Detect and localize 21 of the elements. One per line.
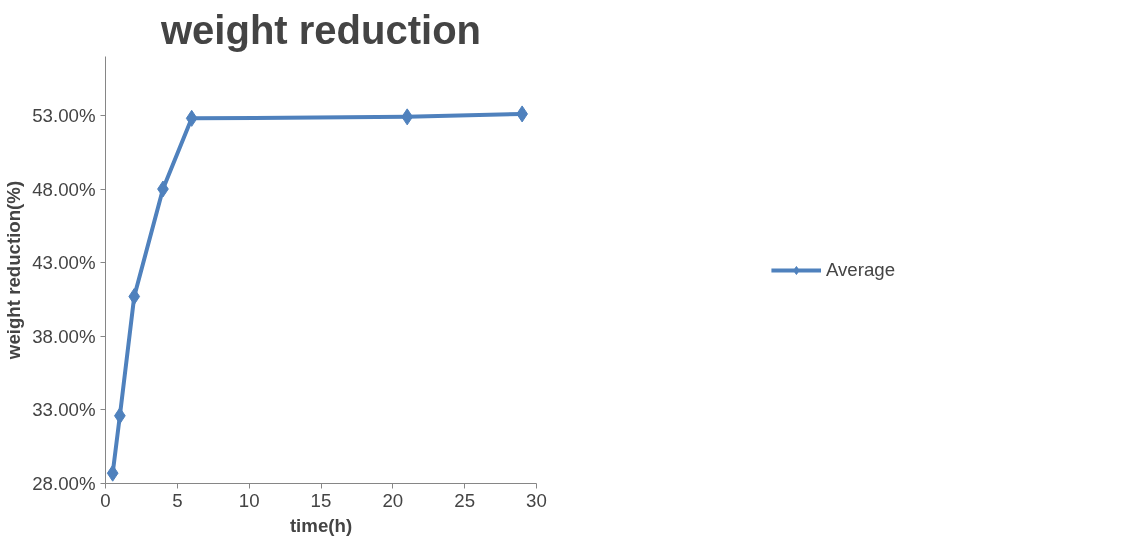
x-axis-title: time(h): [289, 514, 353, 536]
chart-title: weight reduction: [160, 7, 481, 52]
y-tick-label: 33.00%: [32, 399, 96, 421]
y-tick-label: 53.00%: [32, 104, 96, 126]
point: [401, 108, 414, 126]
x-tick-label: 25: [454, 489, 476, 511]
x-tick-label: 30: [526, 489, 547, 511]
point: [185, 109, 198, 127]
x-tick-label: 5: [172, 489, 183, 511]
x-tick-label: 10: [238, 489, 260, 511]
x-tick-label: 0: [100, 489, 111, 511]
legend-label: Average: [825, 258, 896, 281]
y-tick-label: 28.00%: [32, 473, 96, 494]
point: [106, 464, 119, 482]
y-tick-label: 43.00%: [32, 252, 96, 274]
point: [128, 288, 141, 305]
x-tick-label: 15: [310, 489, 332, 511]
y-axis-title: weight reduction(%): [3, 180, 25, 361]
y-tick-label: 38.00%: [32, 325, 96, 347]
x-tick-label: 20: [382, 489, 404, 511]
y-tick-label: 48.00%: [32, 178, 96, 200]
